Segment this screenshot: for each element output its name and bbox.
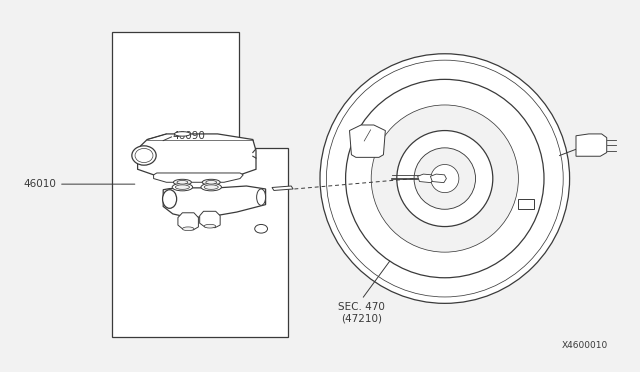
Polygon shape <box>112 32 288 337</box>
Ellipse shape <box>201 183 221 191</box>
Ellipse shape <box>135 148 153 163</box>
Polygon shape <box>430 174 447 183</box>
Text: (47210): (47210) <box>341 313 382 323</box>
Ellipse shape <box>397 131 493 227</box>
Ellipse shape <box>320 54 570 303</box>
Polygon shape <box>163 186 266 218</box>
Ellipse shape <box>257 189 266 205</box>
Ellipse shape <box>326 60 563 297</box>
Ellipse shape <box>206 180 216 184</box>
Ellipse shape <box>177 180 188 184</box>
Ellipse shape <box>204 185 218 189</box>
Polygon shape <box>576 134 607 156</box>
Ellipse shape <box>175 185 189 189</box>
Ellipse shape <box>371 105 518 252</box>
Polygon shape <box>272 186 293 190</box>
Ellipse shape <box>173 179 191 185</box>
Ellipse shape <box>202 179 220 185</box>
Ellipse shape <box>255 224 268 233</box>
Ellipse shape <box>172 183 193 191</box>
Polygon shape <box>178 213 198 230</box>
Ellipse shape <box>174 132 191 136</box>
Text: X4600010: X4600010 <box>562 341 608 350</box>
Polygon shape <box>154 173 243 182</box>
Ellipse shape <box>431 164 459 193</box>
Ellipse shape <box>346 79 544 278</box>
Polygon shape <box>417 174 434 183</box>
Text: 46010: 46010 <box>24 179 56 189</box>
Polygon shape <box>138 134 256 175</box>
Polygon shape <box>200 211 220 228</box>
Ellipse shape <box>204 224 216 228</box>
Text: SEC. 470: SEC. 470 <box>338 302 385 312</box>
Ellipse shape <box>132 146 156 165</box>
Text: 46090: 46090 <box>173 131 205 141</box>
Ellipse shape <box>182 227 194 231</box>
Polygon shape <box>349 125 385 157</box>
Ellipse shape <box>163 190 177 208</box>
Ellipse shape <box>414 148 476 209</box>
Polygon shape <box>518 199 534 209</box>
